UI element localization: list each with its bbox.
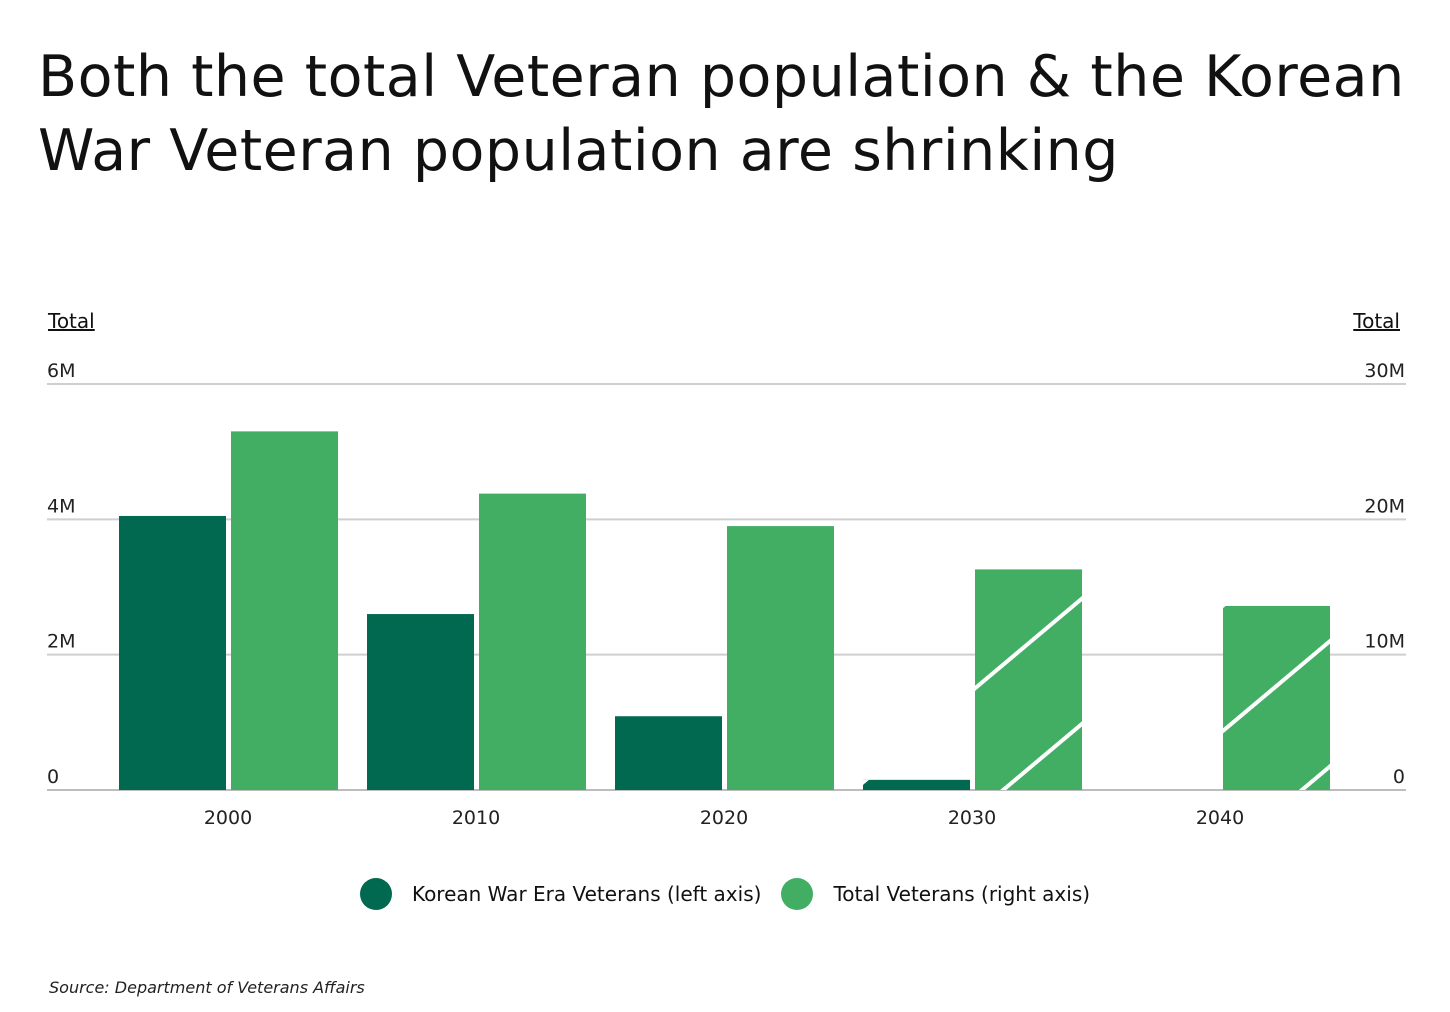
legend: Korean War Era Veterans (left axis) Tota… (0, 878, 1450, 910)
x-tick-label: 2010 (452, 807, 500, 829)
x-tick-label: 2020 (700, 807, 748, 829)
legend-item-korean: Korean War Era Veterans (left axis) (359, 878, 762, 910)
bar-hatch-projected-2040 (1223, 605, 1330, 790)
legend-dot-korean (359, 878, 392, 910)
left-tick-label: 2M (47, 631, 75, 653)
left-tick-label: 4M (47, 495, 75, 517)
left-tick-label: 6M (47, 360, 75, 382)
bar-total-2020 (727, 526, 834, 790)
bar-korean-2010 (367, 614, 474, 790)
right-tick-label: 20M (1364, 495, 1405, 517)
bar-korean-2020 (615, 716, 722, 790)
bar-korean-2000 (119, 515, 226, 790)
bar-total-2010 (479, 493, 586, 790)
legend-item-total: Total Veterans (right axis) (781, 878, 1090, 910)
x-tick-label: 2000 (204, 807, 252, 829)
right-axis-title: Total (1352, 309, 1400, 333)
legend-label-total: Total Veterans (right axis) (833, 882, 1091, 906)
right-tick-label: 10M (1364, 631, 1405, 653)
right-tick-label: 0 (1393, 766, 1405, 788)
bar-total-2000 (231, 431, 338, 790)
bar-hatch-projected-2030 (863, 779, 970, 790)
source-note: Source: Department of Veterans Affairs (49, 978, 365, 997)
left-axis-title: Total (47, 309, 95, 333)
right-tick-label: 30M (1364, 360, 1405, 382)
legend-label-korean: Korean War Era Veterans (left axis) (411, 882, 762, 906)
bar-hatch-projected-2030 (975, 569, 1082, 790)
legend-dot-total (781, 878, 814, 910)
x-tick-label: 2040 (1196, 807, 1244, 829)
x-tick-label: 2030 (948, 807, 996, 829)
left-tick-label: 0 (47, 766, 59, 788)
chart-title: Both the total Veteran population & the … (38, 44, 1405, 184)
